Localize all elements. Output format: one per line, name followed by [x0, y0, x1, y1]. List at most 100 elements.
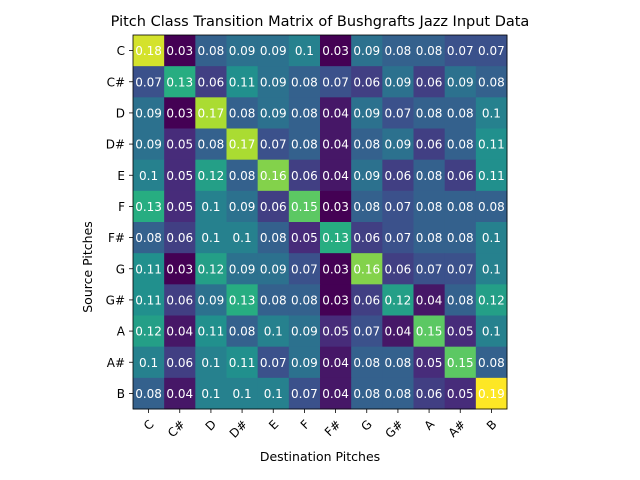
- heatmap-cell: [133, 35, 165, 67]
- heatmap-cell-value: 0.09: [229, 262, 256, 276]
- heatmap-cell: [257, 66, 290, 98]
- heatmap-cell-value: 0.09: [353, 44, 380, 58]
- heatmap-cell-value: 0.06: [166, 293, 193, 307]
- heatmap-cell: [164, 66, 196, 98]
- heatmap-cell: [351, 315, 383, 348]
- heatmap-cell: [257, 35, 290, 67]
- heatmap-cell-value: 0.1: [233, 387, 252, 401]
- heatmap-cell: [413, 128, 446, 161]
- y-tick-label: C#: [107, 75, 125, 89]
- heatmap-cell-value: 0.09: [353, 169, 380, 183]
- heatmap-cell: [320, 284, 352, 316]
- heatmap-cell: [133, 66, 165, 98]
- heatmap-cell: [133, 128, 165, 161]
- heatmap-cell-value: 0.12: [385, 293, 412, 307]
- heatmap-cell-value: 0.06: [416, 387, 443, 401]
- heatmap-cell-value: 0.03: [322, 200, 349, 214]
- y-tick-label: G: [116, 262, 125, 276]
- heatmap-cell-value: 0.07: [291, 262, 318, 276]
- heatmap-cell: [351, 222, 383, 254]
- heatmap-cell: [382, 190, 414, 223]
- heatmap-cell: [288, 35, 321, 67]
- heatmap-cell: [257, 222, 290, 254]
- heatmap-cell-value: 0.08: [135, 387, 162, 401]
- heatmap-cell: [475, 253, 508, 285]
- y-axis-label: Source Pitches: [80, 221, 95, 313]
- heatmap-cell-value: 0.09: [198, 293, 225, 307]
- heatmap-cell-value: 0.07: [353, 325, 380, 339]
- heatmap-cell-value: 0.07: [447, 262, 474, 276]
- heatmap-cell-value: 0.08: [416, 231, 443, 245]
- heatmap-cell-value: 0.1: [482, 106, 501, 120]
- heatmap-cell-value: 0.1: [233, 231, 252, 245]
- heatmap-cell-value: 0.03: [166, 262, 193, 276]
- heatmap-cell-value: 0.1: [201, 356, 220, 370]
- heatmap-cell: [320, 315, 352, 348]
- heatmap-cell-value: 0.13: [229, 293, 256, 307]
- heatmap-cell: [133, 253, 165, 285]
- heatmap-cell: [413, 222, 446, 254]
- heatmap-cell-value: 0.06: [447, 169, 474, 183]
- heatmap-cell-value: 0.06: [353, 231, 380, 245]
- heatmap-cell-value: 0.08: [260, 231, 287, 245]
- heatmap-cell: [226, 190, 259, 223]
- heatmap-cell-value: 0.1: [139, 356, 158, 370]
- heatmap-cell: [382, 159, 414, 192]
- heatmap-cell-value: 0.15: [291, 200, 318, 214]
- heatmap-cell: [257, 315, 290, 348]
- heatmap-cell: [382, 377, 414, 410]
- heatmap-cell: [444, 253, 477, 285]
- heatmap-cell: [413, 97, 446, 129]
- heatmap-cell-value: 0.09: [260, 262, 287, 276]
- heatmap-cell: [413, 315, 446, 348]
- heatmap-cell-value: 0.08: [229, 325, 256, 339]
- heatmap-cell: [444, 346, 477, 379]
- heatmap-cell-value: 0.1: [482, 262, 501, 276]
- heatmap-cell-value: 0.17: [198, 106, 225, 120]
- heatmap-cell-value: 0.1: [201, 200, 220, 214]
- heatmap-cell: [288, 377, 321, 410]
- heatmap-cell: [444, 284, 477, 316]
- heatmap-cell: [475, 35, 508, 67]
- x-axis-label: Destination Pitches: [260, 449, 380, 464]
- heatmap-cell: [413, 35, 446, 67]
- heatmap-cell-value: 0.11: [478, 169, 505, 183]
- heatmap-cell: [164, 346, 196, 379]
- heatmap-cell-value: 0.05: [322, 325, 349, 339]
- heatmap-cell-value: 0.09: [291, 325, 318, 339]
- heatmap-cell-value: 0.08: [291, 106, 318, 120]
- heatmap-cell-value: 0.08: [478, 75, 505, 89]
- heatmap-cell: [226, 35, 259, 67]
- heatmap-cell: [320, 128, 352, 161]
- heatmap-cell: [320, 97, 352, 129]
- heatmap-cell: [288, 190, 321, 223]
- heatmap-cell: [413, 253, 446, 285]
- heatmap-cell: [226, 222, 259, 254]
- heatmap-cell: [133, 377, 165, 410]
- heatmap-cell-value: 0.04: [322, 387, 349, 401]
- heatmap-cell: [382, 222, 414, 254]
- heatmap-cell: [382, 35, 414, 67]
- y-tick-label: F: [118, 200, 125, 214]
- heatmap-cell: [475, 315, 508, 348]
- heatmap-cell-value: 0.07: [478, 44, 505, 58]
- heatmap-cell-value: 0.06: [166, 231, 193, 245]
- heatmap-cell: [195, 315, 227, 348]
- heatmap-cell: [475, 128, 508, 161]
- heatmap-cell-value: 0.08: [291, 75, 318, 89]
- heatmap-cell: [320, 346, 352, 379]
- heatmap-cell: [351, 190, 383, 223]
- y-tick-label: G#: [106, 293, 125, 307]
- x-tick-label: A#: [446, 417, 469, 440]
- heatmap-cell-value: 0.08: [447, 200, 474, 214]
- heatmap-cell-value: 0.08: [291, 293, 318, 307]
- heatmap-cell: [133, 284, 165, 316]
- heatmap-cell-value: 0.03: [166, 44, 193, 58]
- y-tick-label: B: [117, 387, 125, 401]
- heatmap-cell-value: 0.1: [482, 325, 501, 339]
- heatmap-cell: [195, 190, 227, 223]
- heatmap-cell-value: 0.11: [135, 293, 162, 307]
- heatmap-cell: [320, 377, 352, 410]
- heatmap-cell: [413, 284, 446, 316]
- heatmap-cell: [257, 377, 290, 410]
